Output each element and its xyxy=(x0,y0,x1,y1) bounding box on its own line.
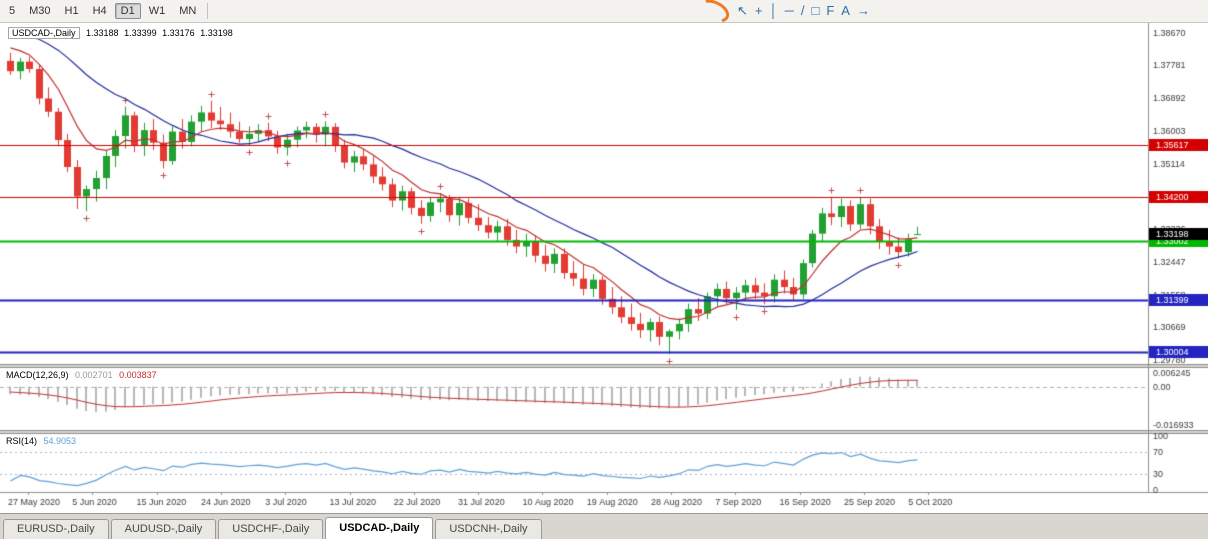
tab-usdcnh-daily[interactable]: USDCNH-,Daily xyxy=(435,519,542,539)
toolbar-separator xyxy=(207,3,209,19)
text-label-icon[interactable]: A xyxy=(841,3,850,18)
tab-usdchf-daily[interactable]: USDCHF-,Daily xyxy=(218,519,324,539)
timeframe-button-h4[interactable]: H4 xyxy=(92,5,107,17)
tab-eurusd-daily[interactable]: EURUSD-,Daily xyxy=(3,519,109,539)
timeframe-button-mn[interactable]: MN xyxy=(179,5,197,17)
chart-title: USDCAD-,Daily xyxy=(8,27,80,39)
rsi-value: 54.9053 xyxy=(43,436,77,446)
rsi-name: RSI(14) xyxy=(6,436,38,446)
timeframe-button-5[interactable]: 5 xyxy=(9,5,16,17)
rectangle-icon[interactable]: □ xyxy=(811,3,820,18)
cursor-icon[interactable]: ↖ xyxy=(737,3,748,18)
candlestick-chart[interactable] xyxy=(0,23,1208,513)
timeframe-button-w1[interactable]: W1 xyxy=(148,5,166,17)
macd-main-value: 0.002701 xyxy=(75,370,113,380)
ohlc-open: 1.33188 xyxy=(86,28,119,38)
tab-usdcad-daily[interactable]: USDCAD-,Daily xyxy=(325,517,434,539)
timeframe-buttons: 5 M30 H1 H4 D1 W1 MN xyxy=(2,0,212,22)
timeframe-button-h1[interactable]: H1 xyxy=(64,5,79,17)
trendline-icon[interactable]: / xyxy=(800,3,805,18)
arrow-icon[interactable]: → xyxy=(856,3,870,18)
chart-tabs-bar: EURUSD-,Daily AUDUSD-,Daily USDCHF-,Daily U… xyxy=(0,513,1208,539)
vertical-line-icon[interactable]: │ xyxy=(769,3,778,18)
tab-audusd-daily[interactable]: AUDUSD-,Daily xyxy=(110,519,217,539)
fibonacci-icon[interactable]: F xyxy=(826,3,835,18)
rsi-indicator-label: RSI(14) 54.9053 xyxy=(6,436,80,446)
ohlc-close: 1.33198 xyxy=(200,28,233,38)
macd-signal-value: 0.003837 xyxy=(119,370,157,380)
toolbar: 5 M30 H1 H4 D1 W1 MN ↖ + │ ─ / □ F A → xyxy=(0,0,1208,27)
macd-indicator-label: MACD(12,26,9) 0.002701 0.003837 xyxy=(6,370,161,380)
macd-name: MACD(12,26,9) xyxy=(6,370,69,380)
toolbar-icons: ↖ + │ ─ / □ F A → xyxy=(695,0,870,27)
ohlc-high: 1.33399 xyxy=(124,28,157,38)
horizontal-line-icon[interactable]: ─ xyxy=(784,3,794,18)
crosshair-icon[interactable]: + xyxy=(754,3,763,18)
chart-symbol-ohlc: USDCAD-,Daily 1.33188 1.33399 1.33176 1.… xyxy=(8,27,236,39)
ohlc-low: 1.33176 xyxy=(162,28,195,38)
timeframe-button-d1[interactable]: D1 xyxy=(114,3,141,19)
timeframe-button-m30[interactable]: M30 xyxy=(29,5,51,17)
